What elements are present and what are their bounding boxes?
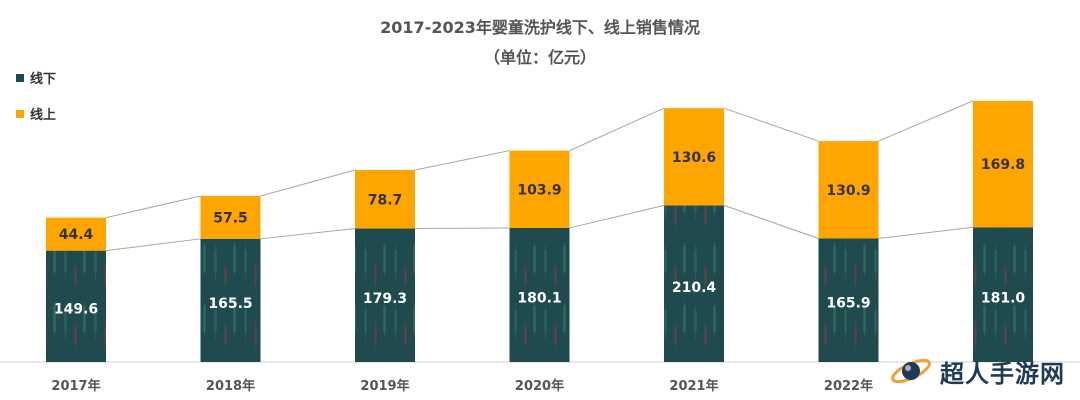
connector-total-2 xyxy=(414,150,510,171)
label-offline-3: 180.1 xyxy=(517,291,561,307)
planet-logo-icon xyxy=(891,358,931,384)
chart-subtitle: （单位：亿元） xyxy=(483,48,596,67)
connector-total-4 xyxy=(723,107,819,142)
bar-offline-texture-2 xyxy=(355,228,415,362)
connector-offline-1 xyxy=(260,228,356,240)
label-offline-5: 165.9 xyxy=(826,296,870,312)
bar-offline-texture-6 xyxy=(973,227,1033,362)
connector-offline-3 xyxy=(569,204,665,229)
connector-total-5 xyxy=(878,100,974,142)
label-offline-0: 149.6 xyxy=(54,302,98,318)
bar-online-2 xyxy=(355,169,415,229)
connector-offline-4 xyxy=(723,204,819,239)
label-online-3: 103.9 xyxy=(517,182,561,198)
bar-offline-texture-3 xyxy=(509,227,570,362)
x-tick-label-2: 2019年 xyxy=(360,378,409,394)
legend-item-online: 线上 xyxy=(16,104,56,123)
bar-offline-texture-1 xyxy=(200,238,261,362)
label-online-0: 44.4 xyxy=(59,227,94,243)
label-online-6: 169.8 xyxy=(981,157,1025,173)
legend-label-online: 线上 xyxy=(30,108,57,123)
bar-offline-texture-5 xyxy=(818,238,879,362)
legend-item-offline: 线下 xyxy=(16,68,56,87)
x-tick-label-3: 2020年 xyxy=(515,378,564,394)
bar-offline-texture-4 xyxy=(664,205,724,362)
legend-swatch-offline xyxy=(16,73,24,82)
label-offline-4: 210.4 xyxy=(672,280,717,296)
connector-total-0 xyxy=(105,195,201,219)
connector-total-1 xyxy=(260,169,356,197)
label-online-1: 57.5 xyxy=(213,210,248,226)
label-online-2: 78.7 xyxy=(368,192,403,208)
watermark-text: 超人手游网 xyxy=(940,359,1065,388)
label-offline-6: 181.0 xyxy=(981,290,1026,306)
connector-offline-0 xyxy=(105,238,201,252)
bar-online-0 xyxy=(46,217,106,251)
x-tick-label-0: 2017年 xyxy=(51,378,100,394)
chart-title: 2017-2023年婴童洗护线下、线上销售情况 xyxy=(380,18,700,37)
label-offline-2: 179.3 xyxy=(363,291,407,307)
label-online-5: 130.9 xyxy=(826,183,870,199)
legend-label-offline: 线下 xyxy=(30,72,57,87)
bar-online-5 xyxy=(818,141,879,239)
bar-online-6 xyxy=(973,100,1033,228)
bar-online-4 xyxy=(664,108,724,206)
x-tick-label-1: 2018年 xyxy=(206,378,255,394)
bar-online-3 xyxy=(509,150,570,228)
label-online-4: 130.6 xyxy=(672,150,716,166)
label-offline-1: 165.5 xyxy=(208,296,252,312)
watermark-logo: 超人手游网 xyxy=(888,348,1078,394)
connector-offline-2 xyxy=(414,227,510,230)
legend-swatch-online xyxy=(16,109,24,118)
x-tick-label-4: 2021年 xyxy=(669,378,718,394)
x-tick-label-5: 2022年 xyxy=(824,378,873,394)
connector-offline-5 xyxy=(878,226,974,240)
connector-total-3 xyxy=(569,107,665,152)
bar-offline-texture-0 xyxy=(46,250,106,362)
bar-online-1 xyxy=(200,196,261,239)
